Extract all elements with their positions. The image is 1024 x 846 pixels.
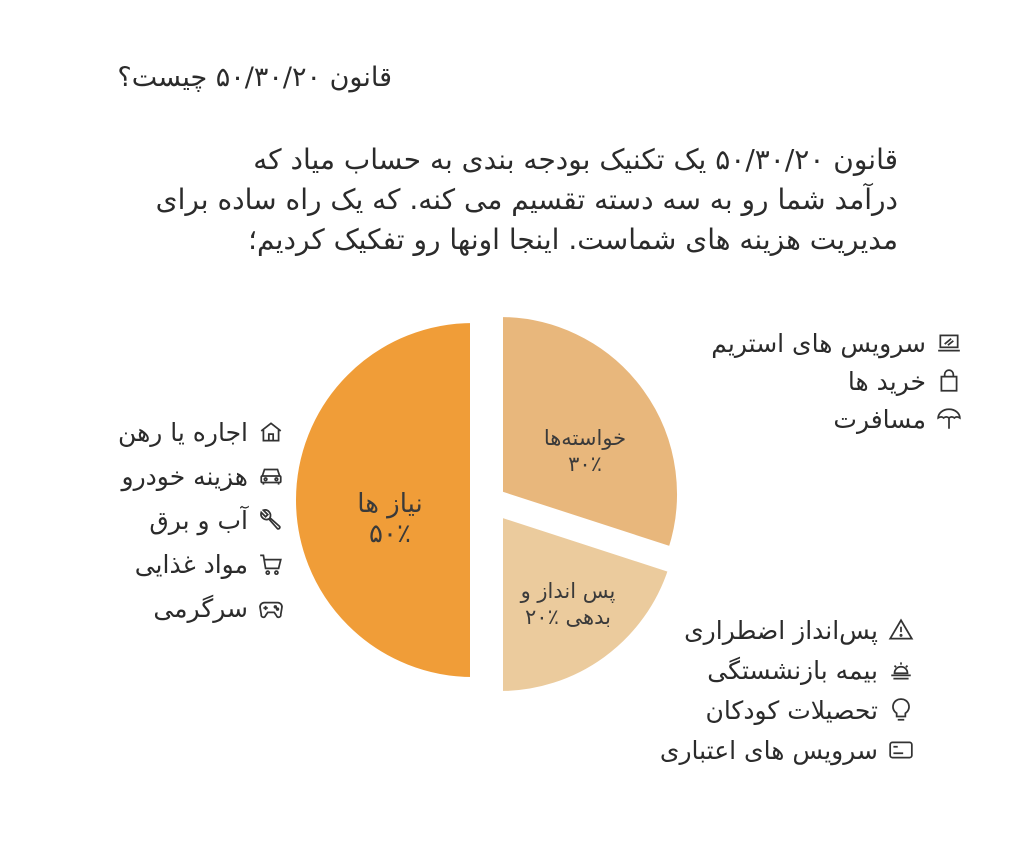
list-item: پس‌انداز اضطراری xyxy=(660,610,914,650)
credit-card-icon xyxy=(888,737,914,763)
house-icon xyxy=(258,419,284,445)
wrench-icon xyxy=(258,507,284,533)
list-item: تحصیلات کودکان xyxy=(660,690,914,730)
list-item: خرید ها xyxy=(711,362,962,400)
slice-label: بدهی ٪۲۰ xyxy=(525,605,611,629)
savings-items-list: پس‌انداز اضطراری بیمه بازنشستگی تحصیلات … xyxy=(660,610,914,770)
cart-icon xyxy=(258,551,284,577)
needs-items-list: اجاره یا رهن هزینه خودرو آب و برق مواد غ… xyxy=(118,410,284,630)
list-item: مواد غذایی xyxy=(118,542,284,586)
item-label: مسافرت xyxy=(833,404,926,434)
slice-label: ۵۰٪ xyxy=(369,519,411,549)
list-item: سرویس های استریم xyxy=(711,324,962,362)
list-item: سرویس های اعتباری xyxy=(660,730,914,770)
warning-icon xyxy=(888,617,914,643)
item-label: تحصیلات کودکان xyxy=(705,695,878,725)
item-label: اجاره یا رهن xyxy=(118,417,248,447)
intro-line: درآمد شما رو به سه دسته تقسیم می کنه. که… xyxy=(155,183,898,216)
pie-slice xyxy=(497,311,683,553)
shopping-bag-icon xyxy=(936,368,962,394)
item-label: سرویس های استریم xyxy=(711,328,926,358)
list-item: آب و برق xyxy=(118,498,284,542)
list-item: هزینه خودرو xyxy=(118,454,284,498)
item-label: هزینه خودرو xyxy=(121,461,248,491)
item-label: آب و برق xyxy=(149,505,248,535)
laptop-icon xyxy=(936,330,962,356)
list-item: مسافرت xyxy=(711,400,962,438)
pie-slice xyxy=(497,511,675,697)
list-item: سرگرمی xyxy=(118,586,284,630)
pie-slice xyxy=(290,317,476,683)
list-item: اجاره یا رهن xyxy=(118,410,284,454)
item-label: سرویس های اعتباری xyxy=(659,735,878,765)
lightbulb-icon xyxy=(888,697,914,723)
car-icon xyxy=(258,463,284,489)
wants-items-list: سرویس های استریم خرید ها مسافرت xyxy=(711,324,962,438)
list-item: بیمه بازنشستگی xyxy=(660,650,914,690)
item-label: پس‌انداز اضطراری xyxy=(684,615,878,645)
intro-line: مدیریت هزینه های شماست. اینجا اونها رو ت… xyxy=(248,223,898,256)
beach-umbrella-icon xyxy=(936,406,962,432)
sunset-icon xyxy=(888,657,914,683)
slice-label: پس انداز و xyxy=(520,579,616,603)
item-label: بیمه بازنشستگی xyxy=(707,655,878,685)
item-label: خرید ها xyxy=(847,366,926,396)
intro-line: قانون ۵۰/۳۰/۲۰ یک تکنیک بودجه بندی به حس… xyxy=(253,143,898,176)
item-label: سرگرمی xyxy=(153,593,248,623)
gamepad-icon xyxy=(258,595,284,621)
intro-paragraph: قانون ۵۰/۳۰/۲۰ یک تکنیک بودجه بندی به حس… xyxy=(68,140,898,260)
slice-label: نیاز ها xyxy=(357,489,422,519)
slice-label: خواسته‌ها xyxy=(544,426,626,450)
slice-label: ۳۰٪ xyxy=(568,452,602,476)
item-label: مواد غذایی xyxy=(134,549,248,579)
page-title: قانون ۵۰/۳۰/۲۰ چیست؟ xyxy=(117,62,392,93)
